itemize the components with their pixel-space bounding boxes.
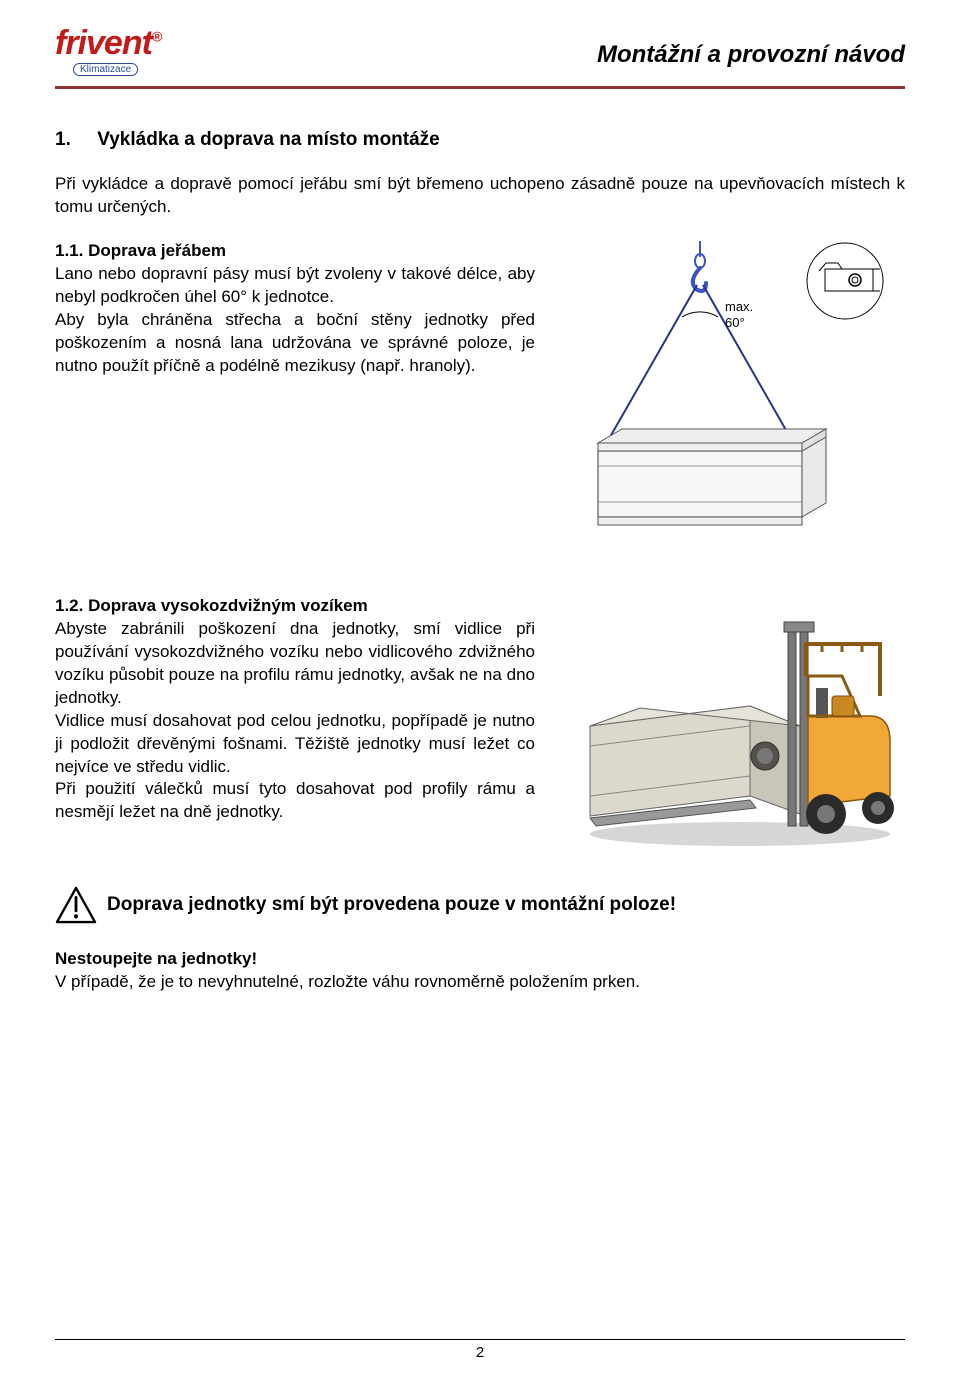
section-1-intro: Při vykládce a dopravě pomocí jeřábu smí… — [55, 173, 905, 219]
crane-diagram: max. 60° — [565, 241, 905, 541]
warning-text: Doprava jednotky smí být provedena pouze… — [107, 894, 676, 916]
page-number: 2 — [476, 1344, 484, 1361]
forklift-diagram-icon — [570, 596, 900, 856]
page-header: frivent® Klimatizace Montážní a provozní… — [55, 30, 905, 89]
section-1-2-title: Doprava vysokozdvižným vozíkem — [88, 596, 368, 615]
forklift-diagram — [565, 596, 905, 856]
warning-triangle-icon — [55, 886, 97, 924]
angle-value: 60° — [725, 315, 745, 330]
document-title: Montážní a provozní návod — [597, 41, 905, 69]
logo-registered-icon: ® — [152, 29, 161, 45]
section-1-2-number: 1.2. — [55, 596, 83, 615]
section-1-1-number: 1.1. — [55, 241, 83, 260]
closing-body: V případě, že je to nevyhnutelné, rozlož… — [55, 972, 640, 991]
logo-wordmark: frivent® — [55, 24, 161, 62]
closing-heading: Nestoupejte na jednotky! — [55, 949, 257, 968]
section-1-1-heading: 1.1. Doprava jeřábem — [55, 241, 535, 261]
section-1-heading: 1. Vykládka a doprava na místo montáže — [55, 129, 905, 151]
section-1-title: Vykládka a doprava na místo montáže — [97, 129, 439, 150]
closing-block: Nestoupejte na jednotky! V případě, že j… — [55, 948, 905, 994]
crane-lifting-diagram-icon: max. 60° — [570, 241, 900, 541]
section-1-1: 1.1. Doprava jeřábem Lano nebo dopravní … — [55, 241, 905, 541]
section-1-1-body: Lano nebo dopravní pásy musí být zvoleny… — [55, 263, 535, 378]
section-1-2-body: Abyste zabránili poškození dna jednotky,… — [55, 618, 535, 824]
logo: frivent® Klimatizace — [55, 30, 205, 80]
section-1-2-text-col: 1.2. Doprava vysokozdvižným vozíkem Abys… — [55, 596, 535, 856]
section-1-2-heading: 1.2. Doprava vysokozdvižným vozíkem — [55, 596, 535, 616]
angle-label: max. — [725, 299, 753, 314]
warning-block: Doprava jednotky smí být provedena pouze… — [55, 886, 905, 924]
section-1-number: 1. — [55, 129, 71, 150]
section-1-1-text-col: 1.1. Doprava jeřábem Lano nebo dopravní … — [55, 241, 535, 541]
section-1-2: 1.2. Doprava vysokozdvižným vozíkem Abys… — [55, 596, 905, 856]
section-1-1-title: Doprava jeřábem — [88, 241, 226, 260]
logo-main-text: frivent — [55, 24, 152, 62]
page-footer: 2 — [55, 1339, 905, 1361]
page: frivent® Klimatizace Montážní a provozní… — [0, 0, 960, 1373]
logo-subtitle: Klimatizace — [73, 63, 138, 76]
